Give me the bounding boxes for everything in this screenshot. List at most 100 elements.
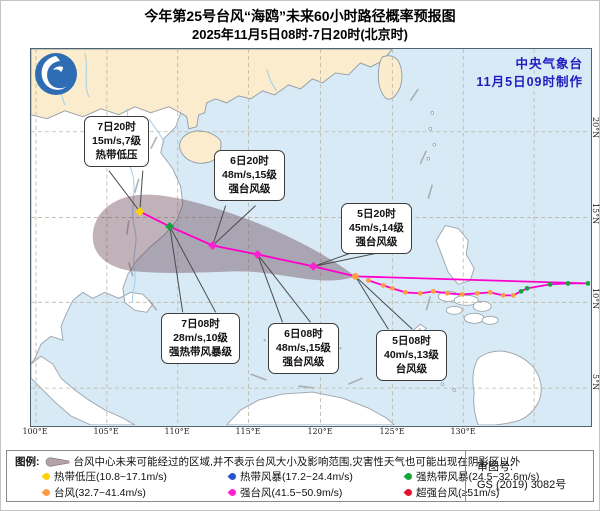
callout-5d08: 5日08时 40m/s,13级 台风级 (376, 330, 447, 381)
lon-label-120e: 120°E (307, 427, 333, 436)
borneo (226, 391, 396, 425)
visayas-island (453, 294, 479, 306)
visayas-island (463, 312, 485, 324)
ts-marker-icon (227, 471, 238, 482)
legend-item-label: 台风(32.7~41.4m/s) (54, 487, 146, 499)
callout-time: 7日08时 (181, 318, 220, 330)
callout-category: 强台风级 (282, 356, 325, 369)
history-point (389, 285, 395, 291)
legend-divider (465, 451, 466, 501)
history-point (430, 288, 436, 294)
history-point (510, 292, 516, 298)
ty-marker-icon (41, 487, 52, 498)
legend-item-label: 超强台风(≥51m/s) (416, 487, 500, 499)
visayas-island (481, 315, 499, 325)
map-title: 今年第25号台风“海鸥”未来60小时路径概率预报图 (144, 8, 456, 24)
cone-icon (45, 456, 69, 467)
legend-item-td: 热带低压(10.8~17.1m/s) (41, 469, 167, 484)
map-subtitle: 2025年11月5日08时-7日20时(北京时) (191, 27, 409, 42)
legend-item-sty: 强台风(41.5~50.9m/s) (227, 485, 343, 500)
lon-label-100e: 100°E (22, 427, 48, 436)
indochina-landmass (31, 106, 542, 425)
lat-label-5n: 5°N (591, 374, 600, 391)
sty-marker-icon (227, 487, 238, 498)
approval-number: GS (2019) 3082号 (477, 479, 567, 492)
lon-label-110e: 110°E (164, 427, 190, 436)
forecast-point (208, 240, 218, 250)
legend-item-label: 热带低压(10.8~17.1m/s) (54, 471, 167, 483)
callout-time: 6日08时 (284, 328, 323, 340)
lon-label-130e: 130°E (450, 427, 476, 436)
history-point (444, 290, 450, 296)
callout-wind: 48m/s,15级 (276, 342, 331, 355)
callout-7d20: 7日20时 15m/s,7级 热带低压 (84, 116, 150, 167)
map-canvas (31, 49, 590, 425)
legend-panel: 图例: 台风中心未来可能经过的区域,并不表示台风大小及影响范围,灾害性天气也可能… (6, 450, 594, 502)
approval-block: 审图号: GS (2019) 3082号 (477, 458, 566, 494)
callout-wind: 45m/s,14级 (349, 222, 404, 235)
lat-label-15n: 15°N (591, 203, 600, 225)
cma-logo (33, 51, 79, 97)
current-position-point (352, 273, 359, 280)
history-point (547, 281, 553, 287)
sts-marker-icon (403, 471, 414, 482)
title-block: 今年第25号台风“海鸥”未来60小时路径概率预报图 2025年11月5日08时-… (0, 7, 600, 44)
typhoon-track (135, 207, 590, 298)
callout-category: 热带低压 (95, 149, 138, 162)
callout-leader-lines (108, 170, 413, 330)
taiwan-island (377, 55, 403, 100)
lat-label-10n: 10°N (591, 288, 600, 310)
legend-item-sts: 强热带风暴(24.5~32.6m/s) (403, 469, 540, 484)
callout-wind: 48m/s,15级 (222, 169, 277, 182)
callout-5d20: 5日20时 45m/s,14级 强台风级 (341, 203, 412, 254)
callout-category: 台风级 (395, 363, 428, 376)
callout-6d08: 6日08时 48m/s,15级 强台风级 (268, 323, 339, 374)
legend-item-label: 热带风暴(17.2~24.4m/s) (240, 471, 353, 483)
super-ty-marker-icon (403, 487, 414, 498)
history-point (518, 288, 524, 294)
history-point (474, 290, 480, 296)
callout-wind: 15m/s,7级 (92, 135, 142, 148)
history-point (524, 285, 530, 291)
history-point (459, 291, 465, 297)
legend-item-label: 强热带风暴(24.5~32.6m/s) (416, 471, 540, 483)
history-point (380, 282, 386, 288)
callout-time: 7日20时 (97, 121, 136, 133)
callout-wind: 40m/s,13级 (384, 349, 439, 362)
callout-7d08: 7日08时 28m/s,10级 强热带风暴级 (161, 313, 240, 364)
callout-category: 强台风级 (228, 183, 271, 196)
map-panel: 中央气象台 11月5日09时制作 7日20时 15m/s,7级 热带低压 6日2… (30, 48, 592, 427)
forecast-point (165, 222, 175, 232)
credit-issued: 11月5日09时制作 (476, 75, 583, 90)
forecast-cone (92, 194, 356, 281)
history-point (487, 289, 493, 295)
forecast-point (253, 249, 263, 259)
legend-item-ty: 台风(32.7~41.4m/s) (41, 485, 146, 500)
lon-label-105e: 105°E (93, 427, 119, 436)
callout-time: 5日08时 (392, 335, 431, 347)
luzon-island (435, 225, 475, 285)
legend-heading: 图例: (15, 456, 40, 468)
legend-cone-row: 图例: 台风中心未来可能经过的区域,并不表示台风大小及影响范围,灾害性天气也可能… (15, 454, 520, 469)
callout-category: 强台风级 (355, 236, 398, 249)
credit-block: 中央气象台 11月5日09时制作 (476, 55, 583, 91)
history-point (366, 277, 371, 283)
visayas-island (445, 305, 463, 315)
lon-label-125e: 125°E (379, 427, 405, 436)
malay-peninsula (31, 355, 136, 425)
legend-item-label: 强台风(41.5~50.9m/s) (240, 487, 343, 499)
small-islets (426, 111, 457, 392)
legend-item-superty: 超强台风(≥51m/s) (403, 485, 500, 500)
legend-cone-note: 台风中心未来可能经过的区域,并不表示台风大小及影响范围,灾害性天气也可能出现在阴… (73, 456, 521, 468)
approval-label: 审图号: (477, 461, 514, 473)
history-point (585, 280, 590, 286)
legend-item-ts: 热带风暴(17.2~24.4m/s) (227, 469, 353, 484)
credit-agency: 中央气象台 (515, 57, 583, 71)
history-point (500, 292, 506, 298)
history-point (565, 280, 571, 286)
callout-6d20: 6日20时 48m/s,15级 强台风级 (214, 150, 285, 201)
history-point (402, 289, 408, 295)
visayas-island (472, 300, 492, 312)
callout-time: 6日20时 (230, 155, 269, 167)
